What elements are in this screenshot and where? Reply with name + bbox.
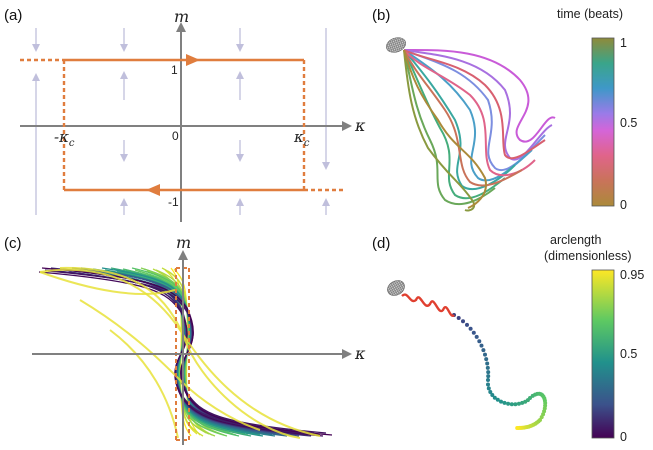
waveform-curve [403,49,476,212]
arclength-dot [509,402,514,407]
colorbar-d [591,269,615,439]
arclength-dot [539,415,544,420]
arclength-dot [486,378,490,382]
arclength-dot [485,361,490,366]
colorbar-b-title: time (beats) [557,7,623,21]
sperm-head-icon [387,280,405,296]
waveform-curve [403,49,487,209]
panel-a-label: (a) [4,7,22,24]
arclength-dot [506,401,511,406]
loop-arrow-right [186,54,200,66]
arclength-dot [486,382,490,387]
cycle-trajectories [38,266,333,439]
loop-arrow-left [146,184,160,196]
arclength-dot [484,357,489,362]
colorbar-d-title-line2: (dimensionless) [544,249,632,263]
arclength-dot [485,365,490,370]
colorbar-b [591,37,615,207]
panel-d-label: (d) [372,235,390,252]
waveform-curve [403,49,546,160]
waveform-curve [403,48,556,143]
arclength-dot [479,343,484,348]
arclength-dot [481,348,486,353]
panel-b-label: (b) [372,7,390,24]
trajectory-curve [59,266,301,439]
arclength-dot [495,397,500,402]
arclength-dot [474,334,479,339]
tick-origin: 0 [172,129,179,143]
y-axis-label: m [174,7,189,26]
flagellum-waveforms [403,48,556,212]
tick-kc-neg: -κc [54,128,75,149]
waveform-curve [403,49,546,171]
arclength-dot [528,396,532,400]
arclength-dot [486,370,491,375]
arclength-dot [520,400,525,405]
hysteresis-loop [20,54,344,196]
colorbar-b-max: 1 [620,36,627,50]
arclength-dot [456,316,461,320]
panel-d: (d) arclength (dimensionless) 0.95 0.5 0 [372,233,644,444]
tick-m-neg: -1 [168,195,179,209]
arclength-dot [477,339,482,344]
colorbar-b-min: 0 [620,198,627,212]
arclength-dot [516,401,521,406]
colorbar-d-max: 0.95 [620,268,644,282]
colorbar-d-min: 0 [620,430,627,444]
arclength-dot [483,352,487,357]
arclength-dot [488,390,493,394]
panel-b: (b) time (beats) 1 0.5 0 [372,7,637,212]
flagellum-arclength [452,313,548,430]
trajectory-curve [39,271,176,295]
arclength-dot [468,326,473,331]
x-axis-label: κ [354,344,366,363]
sperm-head-icon [386,37,406,53]
colorbar-d-mid: 0.5 [620,347,637,361]
trajectory-curve [79,299,261,431]
waveform-curve [403,49,496,206]
arclength-dot [490,393,495,397]
arclength-dot [499,399,503,404]
arclength-dot [492,395,497,400]
waveform-curve [403,49,506,200]
arclength-dot [515,426,520,430]
waveform-curve [403,49,536,177]
arclength-dot [486,374,491,379]
arclength-dot [461,319,465,324]
arclength-dot [486,386,491,391]
vector-field-arrows [32,28,330,215]
waveform-curve [403,49,533,182]
arclength-dot [471,330,476,335]
panel-c: (c) m κ [4,233,366,445]
x-axis-label: κ [354,116,366,135]
colorbar-d-title-line1: arclength [550,233,601,247]
panel-a: (a) m κ [4,7,366,222]
trajectory-curve [109,329,179,439]
y-axis-label: m [176,233,191,252]
active-segment [401,293,455,318]
arclength-dot [502,400,507,405]
arclength-dot [465,322,469,327]
tick-kc-pos: κc [293,128,310,149]
colorbar-b-mid: 0.5 [620,116,637,130]
panel-c-label: (c) [4,235,22,252]
arclength-dot [513,402,518,407]
tick-m-pos: 1 [171,63,178,77]
